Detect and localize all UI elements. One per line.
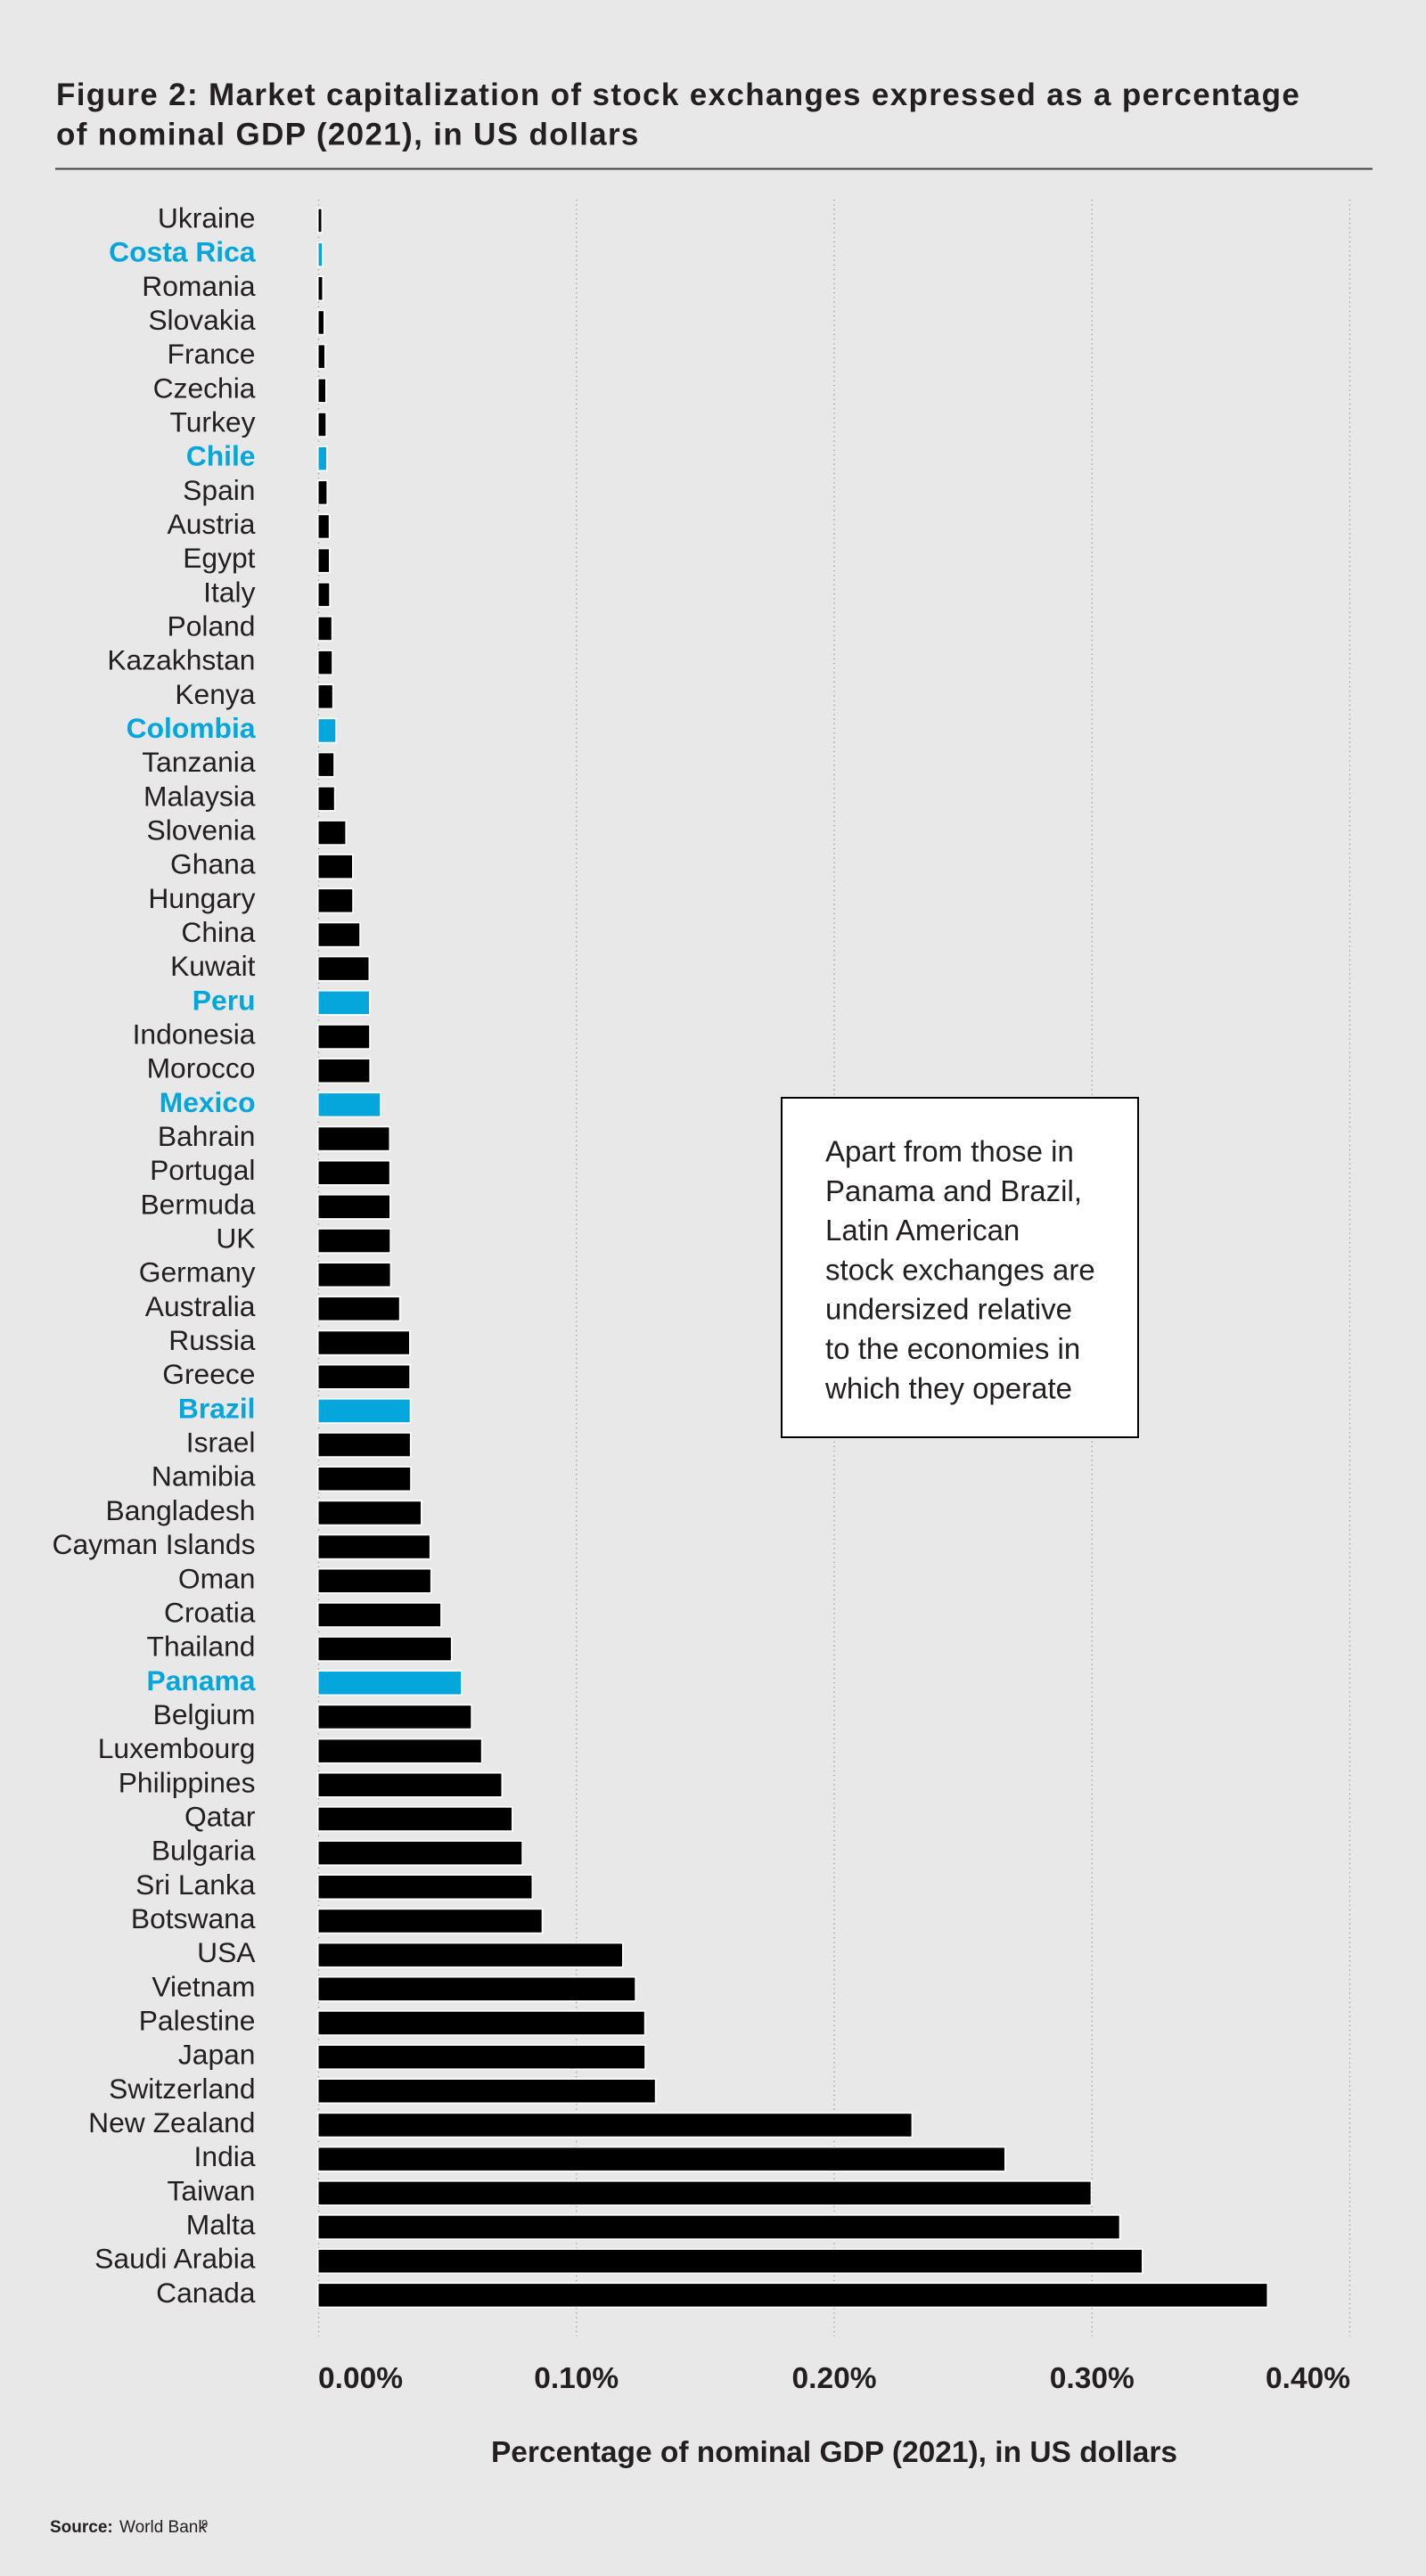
svg-text:Sri Lanka: Sri Lanka <box>135 1869 256 1901</box>
svg-text:0.40%: 0.40% <box>1266 2362 1350 2395</box>
svg-text:0.30%: 0.30% <box>1050 2362 1135 2395</box>
svg-text:Bermuda: Bermuda <box>140 1188 255 1220</box>
svg-text:Peru: Peru <box>193 984 256 1016</box>
svg-text:Slovakia: Slovakia <box>148 304 256 336</box>
svg-text:India: India <box>194 2140 256 2172</box>
svg-text:0.00%: 0.00% <box>318 2362 403 2395</box>
svg-text:Brazil: Brazil <box>178 1392 256 1424</box>
svg-text:China: China <box>181 916 255 948</box>
svg-text:Ukraine: Ukraine <box>158 201 256 233</box>
svg-text:Percentage of nominal GDP (202: Percentage of nominal GDP (2021), in US … <box>491 2436 1177 2469</box>
svg-text:Apart from those in: Apart from those in <box>825 1135 1074 1168</box>
svg-text:Switzerland: Switzerland <box>109 2073 255 2105</box>
svg-text:Malaysia: Malaysia <box>143 780 256 812</box>
svg-text:Vietnam: Vietnam <box>152 1970 255 2002</box>
svg-text:Czechia: Czechia <box>153 372 256 404</box>
svg-text:Figure 2: Market capitalizatio: Figure 2: Market capitalization of stock… <box>56 78 1300 112</box>
svg-text:Saudi Arabia: Saudi Arabia <box>94 2243 256 2275</box>
svg-text:Latin American: Latin American <box>825 1214 1020 1247</box>
svg-text:World Bank: World Bank <box>119 2518 207 2537</box>
svg-text:Malta: Malta <box>186 2209 256 2241</box>
svg-text:Palestine: Palestine <box>139 2005 256 2037</box>
svg-text:Botswana: Botswana <box>131 1902 256 1934</box>
svg-text:Philippines: Philippines <box>119 1766 256 1798</box>
svg-text:0.20%: 0.20% <box>792 2362 877 2395</box>
svg-text:France: France <box>168 338 256 370</box>
svg-text:Italy: Italy <box>203 576 255 608</box>
svg-text:Taiwan: Taiwan <box>168 2174 256 2206</box>
svg-text:to the economies in: to the economies in <box>825 1332 1080 1365</box>
svg-text:Oman: Oman <box>178 1562 256 1594</box>
svg-text:Egypt: Egypt <box>183 542 255 574</box>
svg-text:Kazakhstan: Kazakhstan <box>107 644 255 676</box>
svg-text:Chile: Chile <box>186 440 256 472</box>
svg-text:Colombia: Colombia <box>127 712 256 744</box>
svg-text:New Zealand: New Zealand <box>88 2106 255 2138</box>
svg-text:0.10%: 0.10% <box>534 2362 619 2395</box>
svg-text:Spain: Spain <box>183 474 255 506</box>
svg-text:Kenya: Kenya <box>175 678 255 710</box>
svg-text:Kuwait: Kuwait <box>170 950 256 982</box>
svg-text:Costa Rica: Costa Rica <box>109 236 256 268</box>
svg-text:Morocco: Morocco <box>147 1052 256 1084</box>
svg-text:Mexico: Mexico <box>160 1086 256 1118</box>
svg-text:USA: USA <box>197 1936 256 1968</box>
svg-text:Bangladesh: Bangladesh <box>106 1494 256 1526</box>
svg-text:UK: UK <box>216 1223 255 1255</box>
svg-text:Hungary: Hungary <box>148 882 255 914</box>
svg-text:Australia: Australia <box>145 1290 256 1322</box>
svg-text:Luxembourg: Luxembourg <box>98 1732 256 1764</box>
svg-text:Cayman Islands: Cayman Islands <box>53 1528 256 1560</box>
svg-text:Qatar: Qatar <box>184 1800 256 1832</box>
svg-text:Germany: Germany <box>139 1256 256 1288</box>
svg-text:Romania: Romania <box>142 270 256 302</box>
svg-text:Source:: Source: <box>50 2518 113 2537</box>
svg-text:which they operate: which they operate <box>824 1371 1072 1404</box>
svg-text:Russia: Russia <box>168 1324 256 1356</box>
svg-text:Ghana: Ghana <box>170 848 256 880</box>
svg-text:Croatia: Croatia <box>164 1596 256 1628</box>
svg-text:Portugal: Portugal <box>150 1154 255 1186</box>
svg-text:Canada: Canada <box>156 2277 256 2309</box>
svg-text:Namibia: Namibia <box>152 1460 256 1492</box>
svg-text:Turkey: Turkey <box>170 406 256 438</box>
svg-text:Tanzania: Tanzania <box>142 746 256 778</box>
svg-text:Japan: Japan <box>178 2039 256 2071</box>
svg-text:Indonesia: Indonesia <box>133 1018 256 1051</box>
svg-text:Poland: Poland <box>167 610 255 642</box>
svg-text:Belgium: Belgium <box>153 1698 256 1730</box>
svg-text:Bahrain: Bahrain <box>158 1120 256 1152</box>
svg-text:Austria: Austria <box>168 508 256 540</box>
svg-text:of nominal GDP (2021), in US d: of nominal GDP (2021), in US dollars <box>56 117 640 151</box>
svg-text:stock exchanges are: stock exchanges are <box>825 1253 1095 1286</box>
svg-text:Bulgaria: Bulgaria <box>152 1835 256 1867</box>
svg-text:9: 9 <box>201 2517 208 2531</box>
svg-text:Panama: Panama <box>147 1664 256 1697</box>
svg-text:Greece: Greece <box>162 1358 255 1390</box>
svg-text:Thailand: Thailand <box>147 1631 256 1663</box>
svg-text:Israel: Israel <box>186 1427 256 1459</box>
svg-text:undersized relative: undersized relative <box>825 1293 1072 1326</box>
svg-text:Panama and Brazil,: Panama and Brazil, <box>825 1174 1082 1207</box>
svg-text:Slovenia: Slovenia <box>147 814 256 846</box>
